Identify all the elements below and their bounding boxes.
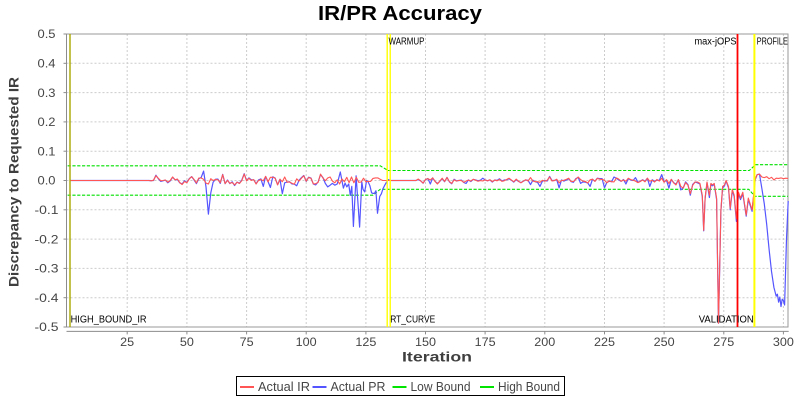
svg-text:275: 275: [713, 335, 734, 349]
svg-text:WARMUP: WARMUP: [389, 37, 425, 48]
svg-text:Actual PR: Actual PR: [331, 379, 386, 394]
svg-text:125: 125: [355, 335, 376, 349]
svg-text:0.2: 0.2: [38, 115, 56, 129]
svg-text:HIGH_BOUND_IR: HIGH_BOUND_IR: [71, 314, 147, 325]
svg-text:IR/PR Accuracy: IR/PR Accuracy: [318, 3, 483, 25]
svg-text:Iteration: Iteration: [402, 349, 472, 365]
svg-text:PROFILE: PROFILE: [757, 37, 788, 48]
svg-text:0.0: 0.0: [38, 174, 56, 188]
svg-text:50: 50: [180, 335, 194, 349]
svg-text:175: 175: [475, 335, 496, 349]
svg-text:Discrepancy to Requested IR: Discrepancy to Requested IR: [6, 77, 22, 287]
svg-text:225: 225: [594, 335, 615, 349]
svg-text:-0.3: -0.3: [35, 262, 59, 276]
svg-text:-0.2: -0.2: [35, 232, 59, 246]
svg-text:300: 300: [773, 335, 794, 349]
svg-text:0.4: 0.4: [38, 57, 56, 71]
svg-text:High Bound: High Bound: [498, 379, 560, 394]
svg-text:-0.5: -0.5: [35, 320, 59, 334]
svg-text:Low Bound: Low Bound: [411, 379, 471, 394]
svg-text:-0.4: -0.4: [35, 291, 59, 305]
svg-text:0.5: 0.5: [38, 27, 56, 41]
svg-text:100: 100: [296, 335, 317, 349]
svg-text:25: 25: [120, 335, 134, 349]
svg-text:75: 75: [240, 335, 254, 349]
svg-text:250: 250: [654, 335, 675, 349]
svg-text:200: 200: [534, 335, 555, 349]
svg-text:0.3: 0.3: [38, 86, 56, 100]
svg-text:RT_CURVE: RT_CURVE: [390, 314, 435, 325]
svg-text:VALIDATION: VALIDATION: [699, 314, 754, 325]
svg-text:-0.1: -0.1: [35, 203, 59, 217]
svg-text:max-jOPS: max-jOPS: [695, 37, 737, 48]
svg-text:0.1: 0.1: [38, 144, 56, 158]
svg-text:150: 150: [415, 335, 436, 349]
svg-text:Actual IR: Actual IR: [258, 379, 310, 394]
